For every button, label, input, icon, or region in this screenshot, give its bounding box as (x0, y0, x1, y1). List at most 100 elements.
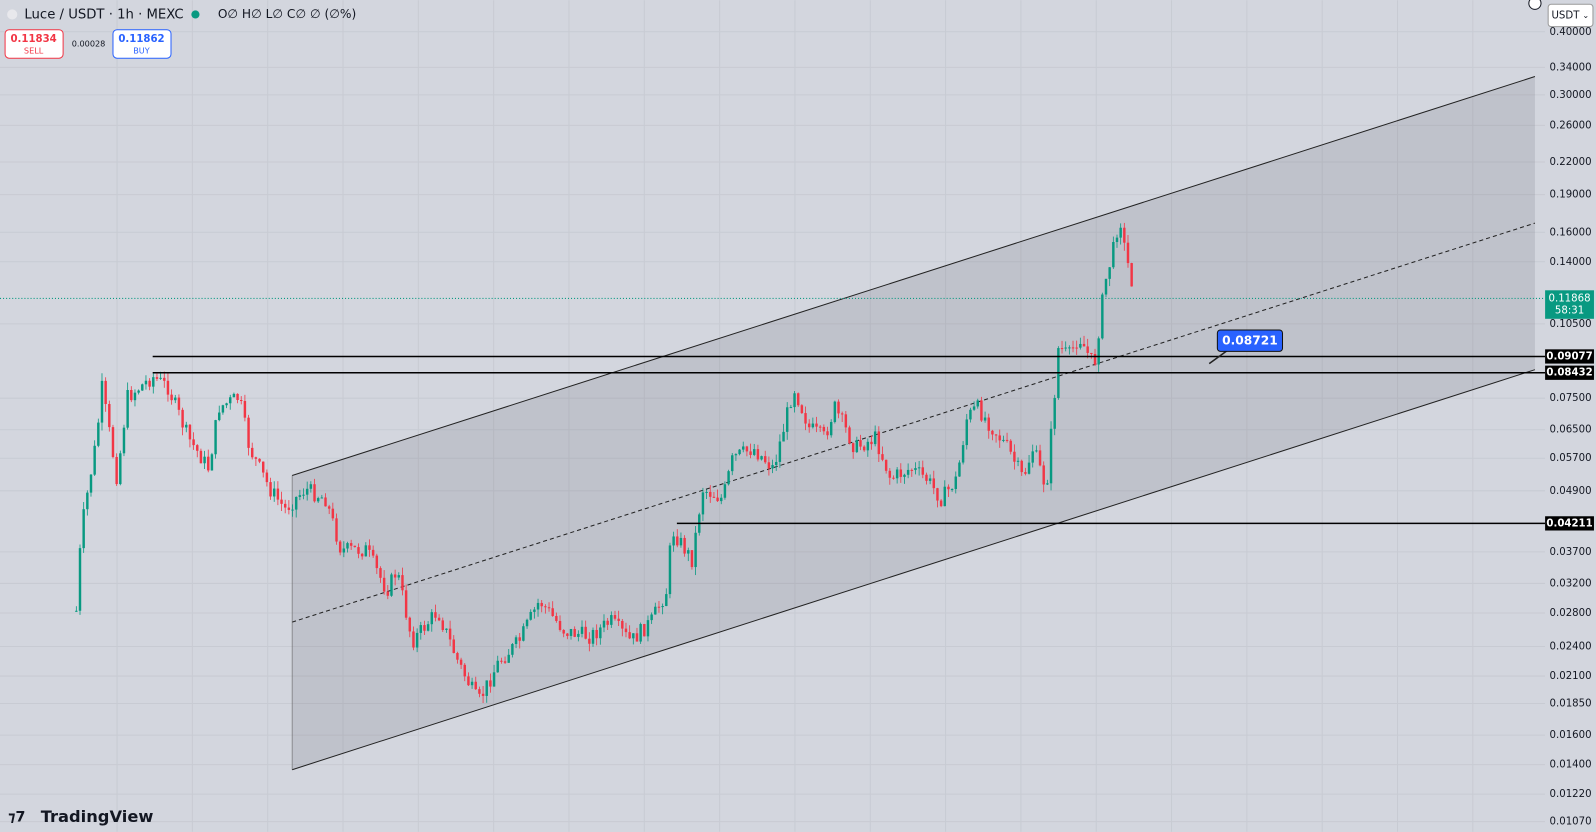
level-tag (1545, 365, 1594, 380)
candle-body (921, 467, 925, 475)
price-tick: 0.03700 (1550, 547, 1592, 558)
sell-button[interactable] (4, 29, 64, 59)
candle-body (371, 549, 375, 556)
candle-body (826, 431, 829, 436)
candle-body (441, 620, 444, 630)
candle-body (82, 509, 85, 549)
candle-body (840, 413, 844, 415)
candle-body (207, 456, 210, 471)
candle-body (408, 617, 412, 632)
candle-body (661, 606, 664, 608)
candle-body (544, 606, 547, 608)
candle-body (925, 474, 928, 481)
candle-body (261, 461, 265, 473)
price-tick: 0.01850 (1550, 699, 1592, 710)
candle-body (954, 476, 957, 490)
candle-body (492, 672, 496, 687)
candle-body (1038, 450, 1042, 466)
candle-body (368, 545, 371, 550)
candle-body (133, 392, 137, 401)
sell-label: SELL (24, 46, 44, 56)
candle-body (599, 627, 602, 639)
candle-body (610, 615, 613, 625)
candle-body (1104, 278, 1108, 295)
candle-body (342, 548, 346, 553)
candle-body (89, 474, 93, 493)
candle-body (1046, 483, 1049, 485)
candle-body (687, 550, 690, 554)
candle-body (181, 409, 184, 428)
candle-body (983, 417, 987, 421)
price-tick: 0.02100 (1550, 671, 1592, 682)
candle-body (1013, 451, 1016, 462)
candle-body (932, 478, 936, 489)
candle-body (584, 626, 587, 639)
candle-body (547, 607, 551, 609)
candle-body (654, 606, 657, 615)
candle-body (331, 508, 335, 519)
candle-body (536, 602, 540, 610)
candle-body (712, 496, 716, 498)
candle-body (621, 620, 624, 629)
candle-body (646, 620, 650, 637)
candle-body (555, 615, 558, 621)
candle-body (119, 453, 122, 485)
candle-body (657, 606, 661, 608)
candle-body (474, 681, 477, 690)
last-price: 0.11868 (1549, 293, 1591, 304)
candle-body (595, 629, 598, 639)
candle-body (1053, 397, 1056, 429)
candle-body (470, 681, 474, 686)
candle-body (174, 397, 177, 401)
candle-body (734, 454, 738, 456)
candle-body (485, 680, 488, 696)
candle-body (232, 393, 236, 398)
candle-body (218, 412, 221, 421)
candle-body (998, 435, 1001, 441)
candle-body (401, 575, 404, 591)
price-tick: 0.16000 (1550, 227, 1592, 238)
candle-body (639, 624, 642, 642)
candle-body (393, 574, 397, 578)
price-tick: 0.34000 (1550, 62, 1592, 73)
candle-body (782, 431, 785, 442)
candle-body (1126, 242, 1130, 264)
candle-body (525, 619, 529, 627)
candle-body (771, 465, 774, 469)
channel-lower (291, 369, 1536, 771)
candle-body (818, 426, 822, 428)
candle-body (496, 660, 499, 673)
candle-body (760, 456, 763, 460)
candle-body (844, 414, 848, 428)
candle-body (591, 629, 595, 644)
price-tick: 0.02400 (1550, 642, 1592, 653)
candle-body (742, 446, 745, 450)
buy-button[interactable] (112, 29, 172, 59)
candle-body (796, 393, 800, 406)
settings-icon[interactable] (1528, 0, 1542, 10)
currency-select[interactable] (1547, 3, 1594, 28)
channel-upper (291, 76, 1536, 477)
candle-body (481, 693, 485, 696)
candle-body (170, 394, 173, 401)
candle-body (980, 400, 983, 421)
ohlc: O∅ H∅ L∅ C∅ ∅ (∅%) (218, 7, 356, 21)
candle-body (382, 577, 386, 592)
candle-body (349, 543, 353, 546)
price-tick: 0.07500 (1550, 393, 1592, 404)
candle-body (141, 384, 144, 391)
candle-body (1119, 227, 1122, 238)
candle-body (848, 427, 851, 444)
candle-body (503, 661, 507, 663)
candle-body (448, 628, 452, 640)
candle-body (969, 409, 972, 420)
price-tick: 0.40000 (1550, 27, 1592, 38)
candle-body (518, 637, 521, 641)
price-tick: 0.01220 (1550, 789, 1592, 800)
candle-body (1068, 347, 1071, 349)
price-axis-labels: 0.40000 0.34000 0.30000 0.26000 0.22000 0.190… (1550, 27, 1592, 828)
logo-mark: ⁊7 (8, 810, 25, 826)
candle-body (778, 441, 782, 462)
candle-body (665, 594, 668, 607)
candle-body (811, 423, 815, 428)
